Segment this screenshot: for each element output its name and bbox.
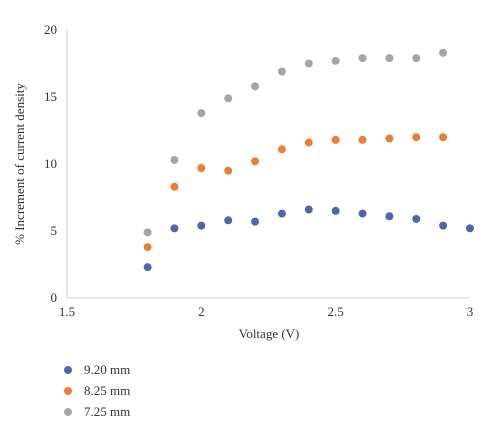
data-point	[170, 224, 179, 233]
data-point	[412, 54, 421, 63]
legend-marker	[64, 366, 72, 374]
data-point	[197, 164, 206, 173]
y-tick-label: 15	[44, 89, 57, 104]
x-tick-label: 2.5	[328, 304, 344, 319]
x-tick-label: 2	[198, 304, 205, 319]
data-point	[277, 67, 286, 76]
data-point	[197, 221, 206, 230]
data-point	[439, 133, 448, 142]
legend-marker	[64, 387, 72, 395]
data-point	[170, 182, 179, 191]
data-point	[331, 56, 340, 65]
x-tick-labels: 1.5 2 2.5 3	[59, 304, 473, 319]
data-point	[412, 133, 421, 142]
data-point	[143, 263, 152, 272]
legend-label: 9.20 mm	[84, 362, 130, 377]
data-point	[331, 135, 340, 144]
x-tick-label: 3	[467, 304, 474, 319]
data-point	[358, 209, 367, 218]
plot-area	[143, 48, 474, 272]
y-tick-label: 20	[44, 22, 57, 37]
data-point	[466, 224, 474, 233]
y-tick-label: 5	[51, 223, 58, 238]
legend: 9.20 mm 8.25 mm 7.25 mm	[64, 362, 130, 419]
data-point	[277, 209, 286, 218]
data-point	[439, 221, 448, 230]
data-point	[224, 216, 233, 225]
legend-label: 8.25 mm	[84, 383, 130, 398]
x-axis-label: Voltage (V)	[239, 326, 300, 341]
data-point	[385, 212, 394, 221]
x-tick-label: 1.5	[59, 304, 75, 319]
series-1	[143, 133, 448, 252]
data-point	[224, 94, 233, 103]
y-axis-label: % Increment of current density	[12, 83, 27, 245]
legend-label: 7.25 mm	[84, 404, 130, 419]
y-tick-label: 0	[51, 290, 58, 305]
series-2	[143, 48, 448, 237]
data-point	[358, 135, 367, 144]
data-point	[304, 205, 313, 214]
data-point	[197, 109, 206, 118]
data-point	[143, 243, 152, 252]
data-point	[385, 134, 394, 143]
data-point	[304, 59, 313, 68]
data-point	[358, 54, 367, 63]
data-point	[277, 145, 286, 154]
data-point	[251, 82, 260, 91]
data-point	[412, 214, 421, 223]
y-tick-label: 10	[44, 156, 57, 171]
series-0	[143, 205, 474, 272]
data-point	[251, 217, 260, 226]
data-point	[385, 54, 394, 63]
y-tick-labels: 0 5 10 15 20	[44, 22, 57, 305]
data-point	[251, 157, 260, 166]
data-point	[224, 166, 233, 175]
legend-marker	[64, 408, 72, 416]
data-point	[143, 228, 152, 237]
data-point	[331, 206, 340, 215]
data-point	[439, 48, 448, 57]
data-point	[170, 155, 179, 164]
data-point	[304, 138, 313, 147]
